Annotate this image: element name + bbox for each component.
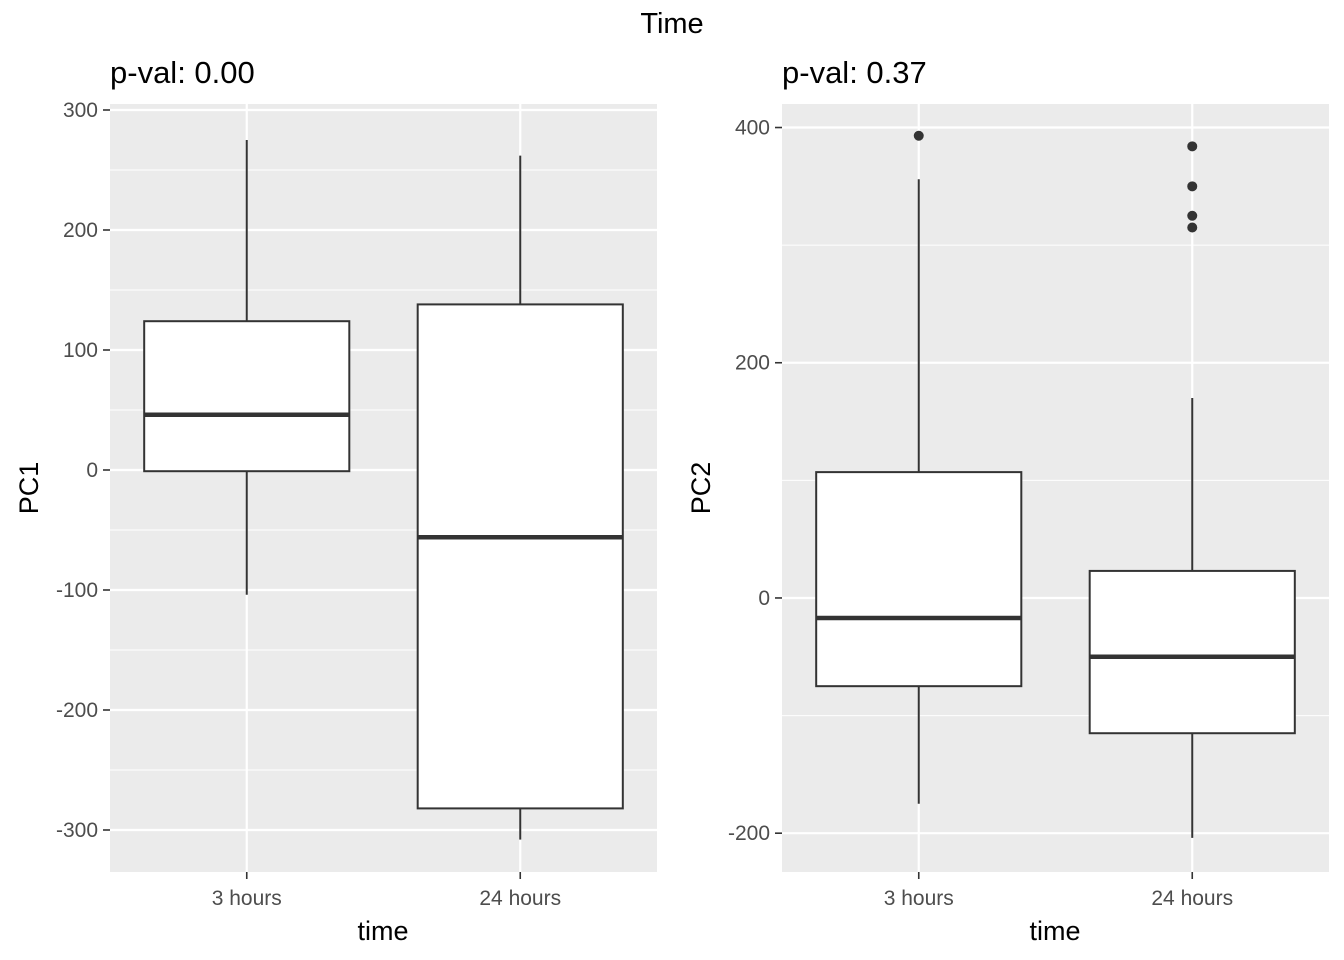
- x-tick-label: 24 hours: [479, 887, 561, 910]
- iqr-box: [416, 303, 624, 810]
- y-axis-label: PC2: [686, 462, 716, 515]
- panel-pc1: p-val: 0.00 time PC1 300 200 100 0 -100 -200 -…: [14, 55, 657, 946]
- outlier-point: [1187, 222, 1198, 233]
- outlier-point: [1187, 181, 1198, 192]
- iqr-box: [815, 471, 1023, 688]
- iqr-box: [1088, 569, 1296, 735]
- y-tick-label: 300: [63, 99, 98, 122]
- panel-pc2: p-val: 0.37 time PC2 400 200 0 -200 3 hours 2…: [686, 55, 1329, 946]
- y-tick-label: 200: [735, 352, 770, 375]
- box-2: [416, 155, 624, 840]
- panel-title: p-val: 0.37: [782, 55, 927, 90]
- x-axis-label: time: [1029, 916, 1080, 946]
- outlier-point: [1187, 141, 1198, 152]
- y-tick-label: 0: [86, 459, 98, 482]
- x-tick-label: 3 hours: [212, 887, 282, 910]
- box-1: [143, 140, 351, 595]
- box-2: [1088, 141, 1296, 838]
- y-tick-label: 400: [735, 117, 770, 140]
- panel-title: p-val: 0.00: [110, 55, 255, 90]
- y-tick-label: -200: [728, 822, 770, 845]
- y-tick-label: 100: [63, 339, 98, 362]
- y-tick-label: -200: [56, 699, 98, 722]
- x-axis-label: time: [357, 916, 408, 946]
- outlier-point: [1187, 210, 1198, 221]
- x-tick-label: 24 hours: [1151, 887, 1233, 910]
- outlier-point: [913, 130, 924, 141]
- iqr-box: [143, 320, 351, 473]
- x-tick-label: 3 hours: [884, 887, 954, 910]
- y-axis-label: PC1: [14, 462, 44, 515]
- y-tick-label: 200: [63, 219, 98, 242]
- y-tick-label: 0: [758, 587, 770, 610]
- y-tick-label: -100: [56, 579, 98, 602]
- figure-title: Time: [640, 8, 703, 40]
- y-tick-label: -300: [56, 819, 98, 842]
- box-1: [815, 130, 1023, 804]
